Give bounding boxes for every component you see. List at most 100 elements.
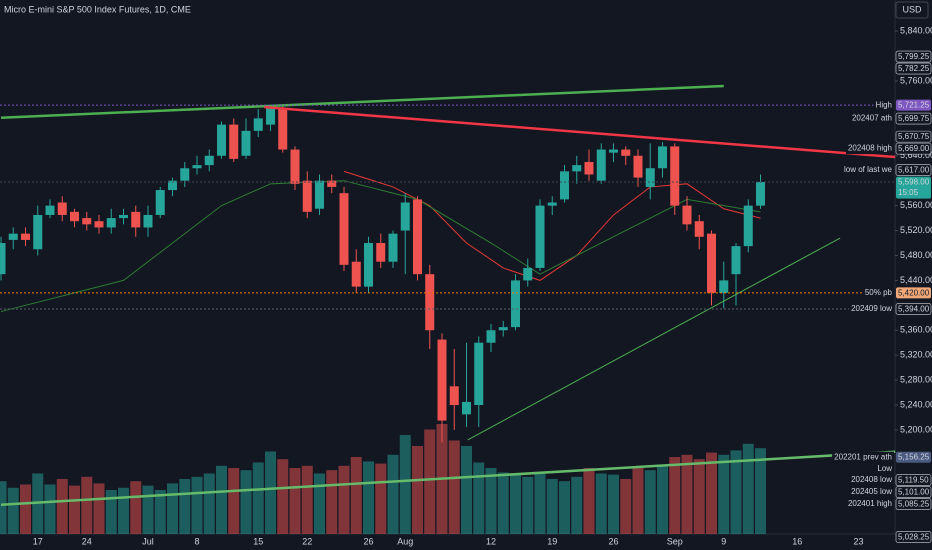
candle-body [119, 214, 128, 219]
volume-bar [240, 470, 252, 534]
price-axis: 5,840.00 5,760.00 5,640.00 5,560.00 5,520.00… [895, 26, 932, 543]
x-tick-label: 24 [82, 536, 92, 546]
volume-bar [608, 474, 619, 534]
level-note-bg [849, 486, 894, 498]
candle-body [560, 171, 569, 200]
candle-body [609, 149, 618, 153]
volume-bar [681, 454, 693, 534]
y-tick-label: 5,280.00 [900, 374, 932, 384]
candle-body [57, 202, 67, 215]
candle-body [106, 218, 116, 228]
candle-body [192, 165, 202, 169]
candle-body [572, 165, 582, 172]
x-tick-label: 17 [33, 536, 43, 546]
volume-bar [620, 479, 632, 534]
volume-bar [730, 450, 742, 534]
level-note-bg [841, 164, 894, 176]
price-tag-label: 5,721.25 [898, 101, 930, 110]
price-tag-label: 5,670.75 [898, 132, 930, 141]
price-tag-label: 5,028.25 [898, 532, 930, 541]
level-note: 202405 low [851, 487, 892, 496]
candle-body [290, 149, 300, 184]
volume-bar [277, 459, 289, 534]
candle-body [302, 180, 312, 212]
volume-bar [314, 473, 325, 534]
candle-body [437, 339, 447, 421]
candle-body [694, 221, 704, 237]
y-tick-label: 5,360.00 [900, 325, 932, 335]
x-tick-label: 9 [721, 536, 726, 546]
price-tag [895, 50, 932, 63]
price-tag [895, 112, 932, 125]
price-tag [895, 142, 932, 155]
x-tick-label: 26 [608, 536, 618, 546]
volume-bar [203, 473, 215, 534]
price-tag-label: 5,420.00 [898, 288, 930, 297]
x-tick-label: 19 [547, 536, 557, 546]
trendline [264, 105, 896, 159]
candle-body [498, 327, 508, 331]
price-tag-label: 5,101.00 [898, 488, 930, 497]
level-note: 202401 high [848, 499, 892, 508]
candle-body [143, 214, 153, 228]
candle-body [70, 211, 79, 222]
volume-bar [289, 468, 301, 534]
volume-bar [583, 468, 595, 534]
candle-body [731, 246, 741, 275]
candle-body [584, 162, 594, 175]
candle-body [523, 267, 533, 281]
price-tag [896, 287, 931, 299]
level-note-bg [862, 287, 894, 299]
x-tick-label: 22 [302, 536, 312, 546]
level-note-bg [849, 474, 894, 486]
price-tag-label: 5,598.00 [898, 178, 930, 187]
candle-body [535, 205, 545, 268]
price-tag-label: 5,119.50 [898, 476, 929, 485]
x-tick-label: 26 [363, 536, 373, 546]
plot-area: High 202407 ath 202408 high low of last we 5… [0, 84, 896, 534]
volume-bar [755, 448, 766, 534]
price-tag-label: 5,669.00 [898, 144, 930, 153]
price-tag [895, 486, 932, 498]
price-tag-label: 5,799.25 [898, 52, 930, 61]
candle-body [633, 155, 643, 178]
volume-bar [191, 476, 203, 534]
volume-bar [644, 470, 656, 534]
currency-box[interactable] [895, 1, 929, 19]
price-tag [896, 451, 931, 463]
level-note-bg [875, 463, 894, 475]
volume-bar [350, 457, 362, 534]
volume-bar [142, 485, 154, 534]
candle-body [33, 214, 43, 250]
volume-bar [0, 481, 7, 534]
price-tag [895, 62, 932, 75]
price-tag [895, 164, 932, 176]
level-note: 202408 high [848, 144, 892, 153]
x-tick-label: 16 [792, 536, 802, 546]
price-tag-label: 5,699.75 [898, 114, 930, 123]
candle-body [45, 205, 55, 215]
volume-bar [546, 479, 558, 534]
candle-body [621, 149, 631, 156]
candle-body [8, 233, 18, 240]
level-note: 202201 prev ath [834, 452, 892, 461]
candle-body [670, 146, 680, 206]
level-note: 202408 low [851, 475, 892, 484]
volume-bar [485, 468, 497, 534]
volume-bar [424, 429, 436, 534]
y-tick-label: 5,840.00 [900, 26, 932, 36]
level-note-bg [845, 143, 894, 155]
price-tag [895, 474, 932, 486]
candle-body [131, 211, 141, 228]
volume-bar [363, 461, 374, 534]
level-note-bg [873, 99, 894, 111]
volume-bar [412, 446, 423, 534]
candle-body [180, 168, 190, 181]
candle-body [253, 118, 263, 131]
volume-bar [387, 454, 399, 534]
price-tag-sub: 15:05 [898, 188, 919, 197]
volume-bar [20, 484, 31, 534]
level-note: low of last we [844, 165, 893, 174]
x-tick-label: Sep [667, 536, 683, 546]
